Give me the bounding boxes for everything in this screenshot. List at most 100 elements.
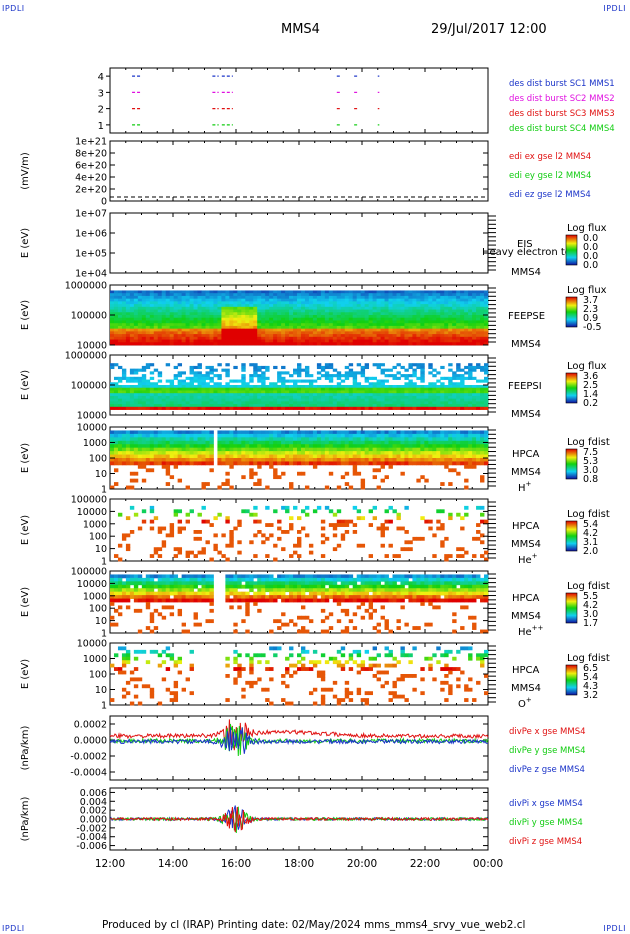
spectro-cell xyxy=(476,447,481,452)
spectro-cell xyxy=(412,317,417,321)
spectro-cell xyxy=(476,458,481,462)
spectro-cell xyxy=(352,385,358,389)
spectro-cell xyxy=(316,331,322,335)
spectro-cell xyxy=(348,363,354,367)
spectro-cell xyxy=(364,325,370,330)
spectro-cell xyxy=(352,406,358,410)
spectro-cell xyxy=(261,444,266,449)
spectro-cell xyxy=(416,342,421,346)
spectro-cell xyxy=(209,325,214,330)
spectro-cell xyxy=(169,526,175,531)
spectro-cell xyxy=(384,374,389,378)
spectro-cell xyxy=(189,404,194,408)
spectro-cell xyxy=(141,451,147,455)
spectro-cell xyxy=(145,385,151,389)
panel-edi xyxy=(109,140,489,202)
spectro-cell xyxy=(408,336,413,340)
spectro-cell xyxy=(205,387,210,391)
spectro-cell xyxy=(273,293,278,297)
spectro-cell xyxy=(408,382,413,386)
spectro-cell xyxy=(157,312,163,316)
spectro-cell xyxy=(452,454,457,459)
spectro-cell xyxy=(117,339,123,343)
spectro-cell xyxy=(137,368,143,372)
spectro-cell xyxy=(165,398,171,402)
spectro-cell xyxy=(396,320,401,324)
spectro-cell xyxy=(185,444,190,449)
spectro-cell xyxy=(253,365,258,370)
spectro-cell xyxy=(241,342,246,346)
spectro-cell xyxy=(412,339,417,343)
spectro-cell xyxy=(129,342,135,346)
spectro-cell xyxy=(125,533,131,538)
spectro-cell xyxy=(436,342,441,346)
spectro-cell xyxy=(145,336,151,340)
spectro-cell xyxy=(376,365,381,370)
spectro-cell xyxy=(416,430,421,435)
spectro-cell xyxy=(209,406,214,410)
spectro-cell xyxy=(265,447,270,452)
spectro-cell xyxy=(193,298,198,302)
spectro-cell xyxy=(348,395,354,400)
spectro-cell xyxy=(352,331,358,335)
spectro-cell xyxy=(364,304,370,308)
spectro-cell xyxy=(320,406,326,410)
spectro-cell xyxy=(185,554,190,558)
spectro-cell xyxy=(253,320,258,324)
spectro-cell xyxy=(177,315,183,319)
spectro-cell xyxy=(416,317,421,321)
spectro-cell xyxy=(448,395,453,400)
spectro-cell xyxy=(468,390,473,394)
spectro-cell xyxy=(300,393,306,397)
spectro-cell xyxy=(308,461,314,466)
spectro-cell xyxy=(161,293,167,297)
spectro-cell xyxy=(225,404,230,408)
spectro-cell xyxy=(316,312,322,316)
spectro-cell xyxy=(257,293,262,297)
spectro-cell xyxy=(448,363,453,367)
spectro-cell xyxy=(480,339,485,343)
spectro-cell xyxy=(289,433,294,438)
spectro-cell xyxy=(408,331,413,335)
spectro-cell xyxy=(225,298,230,302)
spectro-cell xyxy=(340,393,346,397)
spectro-cell xyxy=(484,550,489,555)
spectro-cell xyxy=(289,301,294,305)
spectro-cell xyxy=(340,430,346,435)
spectro-cell xyxy=(237,454,242,459)
spectro-cell xyxy=(352,328,358,332)
spectro-cell xyxy=(273,382,278,386)
spectro-cell xyxy=(205,461,210,466)
spectro-cell xyxy=(273,331,278,335)
spectro-cell xyxy=(245,393,250,397)
spectro-cell xyxy=(245,440,250,445)
spectro-cell xyxy=(476,454,481,459)
spectro-cell xyxy=(420,325,425,330)
spectro-cell xyxy=(257,309,262,313)
spectro-cell xyxy=(113,406,119,410)
spectro-cell xyxy=(113,390,119,394)
spectro-cell xyxy=(129,328,135,332)
spectro-cell xyxy=(480,328,485,332)
spectro-cell xyxy=(165,451,171,455)
spectro-cell xyxy=(316,325,322,330)
spectro-cell xyxy=(185,512,190,517)
spectro-cell xyxy=(297,328,302,332)
spectro-cell xyxy=(448,295,453,300)
spectro-cell xyxy=(388,406,393,410)
spectro-cell xyxy=(360,390,366,394)
spectro-cell xyxy=(456,315,461,319)
spectro-cell xyxy=(444,295,449,300)
spectro-cell xyxy=(245,398,250,402)
spectro-cell xyxy=(125,306,131,310)
spectro-cell xyxy=(277,404,282,408)
spectro-cell xyxy=(400,395,405,400)
spectro-cell xyxy=(388,395,393,400)
spectro-cell xyxy=(133,290,139,294)
spectro-cell xyxy=(308,290,314,294)
spectro-cell xyxy=(117,444,123,449)
spectro-cell xyxy=(289,461,294,466)
spectro-cell xyxy=(249,374,254,378)
spectro-cell xyxy=(344,334,350,338)
spectro-cell xyxy=(416,301,421,305)
